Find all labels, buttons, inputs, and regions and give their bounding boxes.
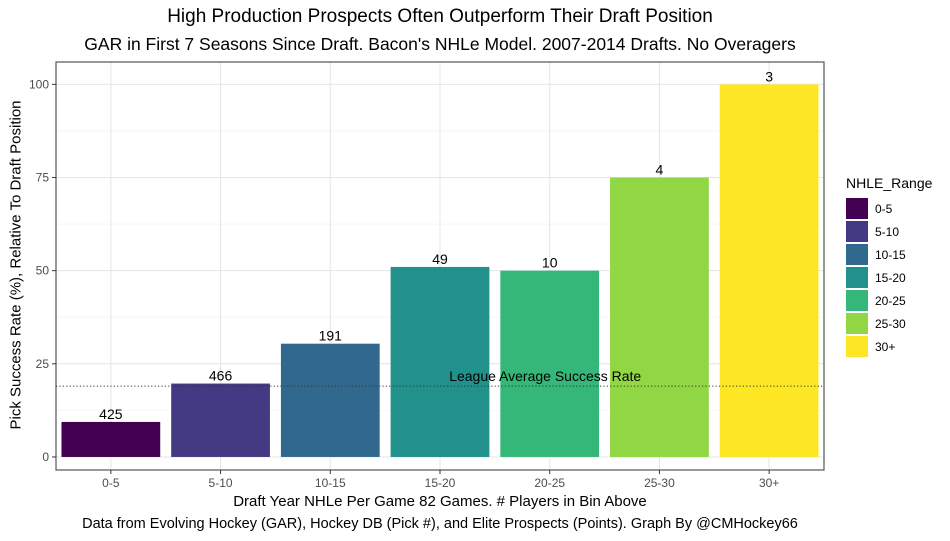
y-tick-label: 100 xyxy=(29,77,49,91)
legend-label: 25-30 xyxy=(875,316,906,331)
legend-label: 15-20 xyxy=(875,270,906,285)
x-tick-label: 15-20 xyxy=(425,476,456,490)
legend-label: 0-5 xyxy=(875,201,893,216)
legend-swatch xyxy=(846,198,868,219)
legend-label: 20-25 xyxy=(875,293,906,308)
x-tick-label: 5-10 xyxy=(209,476,233,490)
legend-item: 20-25 xyxy=(846,289,932,312)
legend: NHLE_Range 0-5 5-10 10-15 15-20 20-25 25-30 30… xyxy=(846,175,932,358)
bar-label: 466 xyxy=(209,368,233,384)
x-axis-label: Draft Year NHLe Per Game 82 Games. # Pla… xyxy=(233,493,647,510)
y-axis-label: Pick Success Rate (%), Relative To Draft… xyxy=(7,100,25,430)
bar-5-10 xyxy=(171,383,270,457)
bar-10-15 xyxy=(280,343,380,457)
chart-title: High Production Prospects Often Outperfo… xyxy=(167,6,713,27)
legend-item: 15-20 xyxy=(846,266,932,289)
legend-title: NHLE_Range xyxy=(846,175,933,191)
legend-items: 0-5 5-10 10-15 15-20 20-25 25-30 30+ xyxy=(846,197,932,358)
x-tick-label: 0-5 xyxy=(102,476,120,490)
bar-label: 49 xyxy=(432,251,448,267)
chart-caption: Data from Evolving Hockey (GAR), Hockey … xyxy=(82,516,798,532)
x-tick-label: 30+ xyxy=(759,476,779,490)
legend-label: 30+ xyxy=(875,339,896,354)
bar-label: 10 xyxy=(542,255,558,271)
league-average-label: League Average Success Rate xyxy=(449,368,641,384)
legend-label: 10-15 xyxy=(875,247,906,262)
bar-30+ xyxy=(719,84,819,457)
legend-swatch xyxy=(846,267,868,288)
legend-item: 30+ xyxy=(846,335,932,358)
y-tick-label: 25 xyxy=(36,357,50,371)
bar-label: 425 xyxy=(99,406,123,422)
legend-swatch xyxy=(846,221,868,242)
bar-label: 4 xyxy=(656,162,664,178)
legend-item: 5-10 xyxy=(846,220,932,243)
legend-swatch xyxy=(846,290,868,311)
legend-item: 10-15 xyxy=(846,243,932,266)
x-tick-label: 10-15 xyxy=(315,476,346,490)
y-tick-label: 75 xyxy=(36,171,50,185)
legend-item: 25-30 xyxy=(846,312,932,335)
chart-subtitle: GAR in First 7 Seasons Since Draft. Baco… xyxy=(84,34,796,54)
legend-swatch xyxy=(846,313,868,334)
bar-label: 3 xyxy=(765,68,773,84)
legend-swatch xyxy=(846,336,868,357)
legend-item: 0-5 xyxy=(846,197,932,220)
bar-0-5 xyxy=(61,421,161,457)
x-tick-label: 20-25 xyxy=(534,476,565,490)
bar-label: 191 xyxy=(319,328,343,344)
y-tick-label: 0 xyxy=(42,450,49,464)
legend-swatch xyxy=(846,244,868,265)
bar-15-20 xyxy=(390,266,490,457)
bar-25-30 xyxy=(610,177,709,457)
legend-label: 5-10 xyxy=(875,224,900,239)
x-tick-label: 25-30 xyxy=(644,476,675,490)
y-tick-label: 50 xyxy=(36,264,50,278)
bar-20-25 xyxy=(500,270,600,457)
